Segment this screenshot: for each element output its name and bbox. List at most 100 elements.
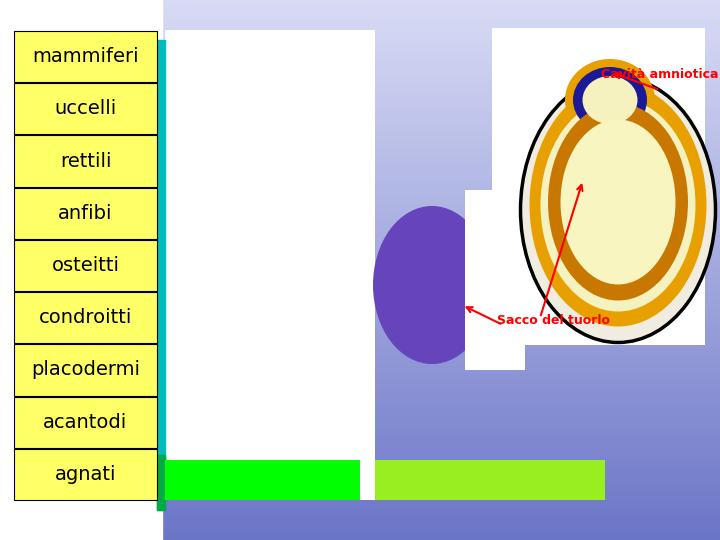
Ellipse shape xyxy=(548,104,688,300)
Bar xyxy=(160,410,720,413)
Bar xyxy=(160,429,720,432)
Bar xyxy=(160,461,720,464)
Bar xyxy=(14,188,157,239)
Bar xyxy=(160,294,720,297)
Bar xyxy=(160,337,720,340)
Bar xyxy=(160,64,720,68)
Bar xyxy=(160,418,720,421)
Bar xyxy=(160,251,720,254)
Bar xyxy=(160,175,720,178)
Bar xyxy=(160,143,720,146)
Bar xyxy=(160,153,720,157)
Bar xyxy=(160,5,720,8)
Bar xyxy=(160,326,720,329)
Bar xyxy=(160,264,720,267)
Bar xyxy=(160,210,720,213)
Text: uccelli: uccelli xyxy=(55,99,117,118)
Bar xyxy=(160,161,720,165)
Bar xyxy=(160,118,720,122)
Bar xyxy=(160,526,720,529)
Bar xyxy=(160,148,720,151)
Bar xyxy=(160,529,720,532)
Bar xyxy=(160,442,720,446)
Bar xyxy=(160,89,720,92)
Bar xyxy=(160,218,720,221)
Bar xyxy=(160,402,720,405)
Bar xyxy=(160,102,720,105)
Bar xyxy=(14,136,157,187)
Bar xyxy=(160,188,720,192)
Bar xyxy=(160,26,720,30)
Bar xyxy=(492,28,705,345)
Bar xyxy=(160,137,720,140)
Bar xyxy=(160,229,720,232)
Bar xyxy=(160,0,720,3)
Bar xyxy=(14,396,157,448)
Bar xyxy=(160,502,720,505)
Ellipse shape xyxy=(565,59,655,141)
Bar xyxy=(160,288,720,292)
Bar xyxy=(160,256,720,259)
Bar xyxy=(160,113,720,116)
Bar xyxy=(160,94,720,97)
Bar xyxy=(160,140,720,143)
Bar xyxy=(160,13,720,16)
Bar xyxy=(160,67,720,70)
Bar xyxy=(160,10,720,14)
Bar xyxy=(160,224,720,227)
Bar xyxy=(160,345,720,348)
Text: osteitti: osteitti xyxy=(52,256,120,275)
Bar xyxy=(160,361,720,365)
Bar xyxy=(160,475,720,478)
Bar xyxy=(160,421,720,424)
Bar xyxy=(160,18,720,22)
Text: acantodi: acantodi xyxy=(43,413,127,431)
Bar xyxy=(160,391,720,394)
Bar xyxy=(160,404,720,408)
Bar xyxy=(160,132,720,135)
Bar xyxy=(160,367,720,370)
Ellipse shape xyxy=(582,76,637,124)
Bar xyxy=(160,35,720,38)
Bar xyxy=(160,291,720,294)
Bar xyxy=(160,480,720,483)
Bar xyxy=(165,460,360,500)
Bar xyxy=(160,272,720,275)
Bar xyxy=(160,99,720,103)
Bar xyxy=(160,121,720,124)
Bar xyxy=(160,242,720,246)
Text: Sacco del tuorlo: Sacco del tuorlo xyxy=(497,314,610,327)
Bar xyxy=(160,51,720,54)
Bar xyxy=(160,134,720,138)
Bar xyxy=(160,515,720,518)
Bar xyxy=(160,186,720,189)
Bar xyxy=(160,431,720,435)
Bar xyxy=(160,353,720,356)
Bar xyxy=(465,190,525,370)
Bar xyxy=(0,0,162,540)
Bar xyxy=(160,178,720,181)
Bar xyxy=(160,75,720,78)
Bar xyxy=(160,280,720,284)
Bar xyxy=(160,129,720,132)
Bar xyxy=(160,16,720,19)
Bar xyxy=(160,110,720,113)
Bar xyxy=(160,24,720,27)
Bar xyxy=(160,151,720,154)
Bar xyxy=(160,159,720,162)
Bar xyxy=(160,453,720,456)
Bar xyxy=(160,202,720,205)
Bar xyxy=(160,464,720,467)
Bar xyxy=(160,437,720,440)
Bar xyxy=(160,359,720,362)
Bar xyxy=(160,332,720,335)
Bar xyxy=(160,240,720,243)
Bar xyxy=(160,29,720,32)
Bar xyxy=(160,197,720,200)
Bar xyxy=(160,350,720,354)
Bar xyxy=(160,496,720,500)
Ellipse shape xyxy=(529,84,706,327)
Bar xyxy=(160,318,720,321)
Bar xyxy=(160,323,720,327)
Bar xyxy=(160,340,720,343)
